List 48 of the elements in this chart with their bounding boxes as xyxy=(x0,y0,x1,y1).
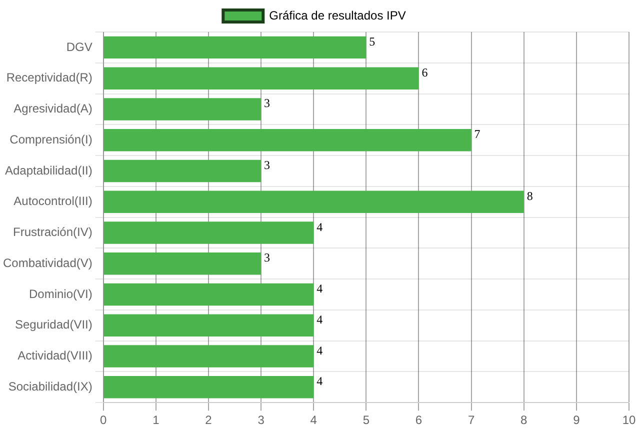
data-label: 4 xyxy=(316,282,323,296)
bar xyxy=(104,314,314,337)
data-label: 7 xyxy=(474,127,480,142)
data-label: 3 xyxy=(264,158,270,172)
bar xyxy=(104,98,262,120)
bar xyxy=(104,160,262,182)
x-tick-label: 4 xyxy=(310,413,318,428)
x-tick-label: 3 xyxy=(258,413,265,428)
x-tick-label: 0 xyxy=(100,413,108,428)
data-label: 4 xyxy=(316,374,323,388)
data-label: 4 xyxy=(316,220,323,234)
y-tick-label: Seguridad(VII) xyxy=(14,318,92,332)
bar xyxy=(104,222,314,244)
y-tick-label: Agresividad(A) xyxy=(14,102,92,116)
x-tick-label: 10 xyxy=(622,413,636,428)
x-tick-label: 2 xyxy=(205,413,212,428)
y-tick-label: Autocontrol(III) xyxy=(14,194,92,208)
y-tick-label: Actividad(VIII) xyxy=(18,348,92,363)
y-tick-label: Comprensión(I) xyxy=(10,132,92,146)
data-label: 4 xyxy=(316,312,323,326)
data-label: 4 xyxy=(316,343,323,358)
x-tick-label: 7 xyxy=(468,413,475,428)
bar xyxy=(104,190,524,213)
bar xyxy=(104,67,419,90)
x-tick-label: 6 xyxy=(415,413,422,428)
data-label: 6 xyxy=(422,65,428,80)
y-tick-label: Sociabilidad(IX) xyxy=(8,379,92,394)
y-tick-label: Frustración(IV) xyxy=(13,225,92,240)
bar xyxy=(104,345,314,368)
x-tick-label: 5 xyxy=(362,413,370,428)
data-label: 5 xyxy=(369,34,376,48)
legend-label: Gráfica de resultados IPV xyxy=(269,8,406,22)
data-label: 3 xyxy=(264,250,270,265)
x-tick-label: 8 xyxy=(520,413,528,428)
data-label: 3 xyxy=(264,96,270,110)
bar xyxy=(104,128,472,152)
y-tick-label: Dominio(VI) xyxy=(29,286,92,301)
data-label: 8 xyxy=(526,188,533,203)
y-tick-label: Receptividad(R) xyxy=(6,70,92,85)
bar xyxy=(104,36,366,59)
bar xyxy=(104,252,262,275)
y-tick-label: Combatividad(V) xyxy=(2,256,92,270)
bar xyxy=(104,283,314,306)
bar xyxy=(104,376,314,398)
x-tick-label: 9 xyxy=(573,413,580,428)
y-tick-label: DGV xyxy=(66,40,92,54)
x-tick-label: 1 xyxy=(152,413,160,428)
y-tick-label: Adaptabilidad(II) xyxy=(4,163,92,178)
